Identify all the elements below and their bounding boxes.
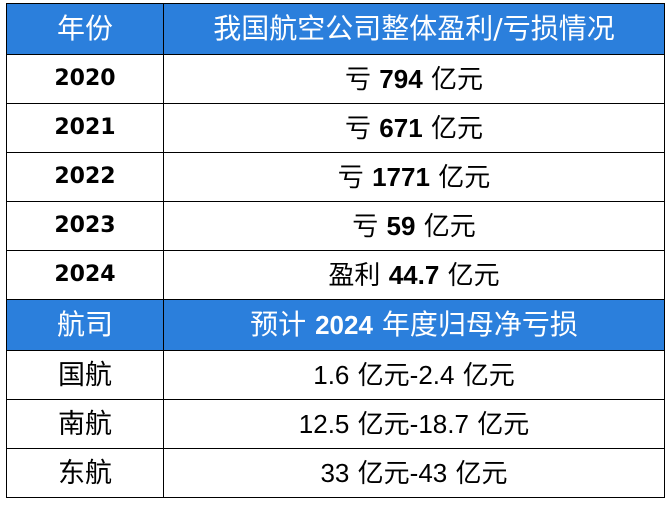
forecast-low: 1.6: [313, 359, 350, 390]
forecast-low: 33: [320, 457, 350, 488]
header-forecast-year: 2024: [315, 310, 373, 340]
forecast-unit-high: 亿元: [455, 458, 508, 489]
profit-loss-table-container: 年份 我国航空公司整体盈利/亏损情况 2020 亏 794 亿元 2021 亏 …: [6, 3, 665, 498]
forecast-high: -2.4: [409, 359, 455, 390]
forecast-high: -18.7: [409, 408, 469, 439]
table-row: 2024 盈利 44.7 亿元: [6, 250, 665, 300]
result-prefix: 亏: [345, 113, 372, 144]
result-cell: 盈利 44.7 亿元: [163, 250, 665, 300]
result-prefix: 亏: [352, 211, 379, 242]
result-unit: 亿元: [430, 113, 483, 144]
forecast-unit-high: 亿元: [477, 409, 530, 440]
result-amount: 671: [379, 112, 423, 143]
result-unit: 亿元: [423, 211, 476, 242]
table-row: 南航 12.5 亿元-18.7 亿元: [6, 399, 665, 449]
header-year: 年份: [6, 3, 164, 55]
year-cell: 2020: [6, 54, 164, 104]
year-cell: 2021: [6, 103, 164, 153]
header-row-airlines: 航司 预计 2024 年度归母净亏损: [6, 299, 665, 351]
profit-loss-table: 年份 我国航空公司整体盈利/亏损情况 2020 亏 794 亿元 2021 亏 …: [6, 3, 665, 498]
forecast-high: -43: [409, 457, 448, 488]
result-unit: 亿元: [447, 260, 500, 291]
year-cell: 2024: [6, 250, 164, 300]
forecast-cell: 33 亿元-43 亿元: [163, 448, 665, 498]
header-forecast-suffix: 年度归母净亏损: [381, 308, 578, 341]
result-cell: 亏 1771 亿元: [163, 152, 665, 202]
year-cell: 2023: [6, 201, 164, 251]
forecast-cell: 1.6 亿元-2.4 亿元: [163, 350, 665, 400]
airline-cell: 东航: [6, 448, 164, 498]
result-unit: 亿元: [438, 162, 491, 193]
result-amount: 59: [386, 210, 416, 241]
forecast-low: 12.5: [298, 408, 350, 439]
header-forecast-loss: 预计 2024 年度归母净亏损: [163, 299, 665, 351]
forecast-cell: 12.5 亿元-18.7 亿元: [163, 399, 665, 449]
result-cell: 亏 671 亿元: [163, 103, 665, 153]
table-row: 2022 亏 1771 亿元: [6, 152, 665, 202]
header-forecast-prefix: 预计: [250, 308, 307, 341]
result-unit: 亿元: [430, 64, 483, 95]
table-row: 2023 亏 59 亿元: [6, 201, 665, 251]
result-cell: 亏 59 亿元: [163, 201, 665, 251]
table-row: 东航 33 亿元-43 亿元: [6, 448, 665, 498]
header-row-years: 年份 我国航空公司整体盈利/亏损情况: [6, 3, 665, 55]
forecast-unit-low: 亿元: [357, 409, 410, 440]
table-row: 2021 亏 671 亿元: [6, 103, 665, 153]
forecast-unit-low: 亿元: [357, 360, 410, 391]
year-cell: 2022: [6, 152, 164, 202]
airline-cell: 南航: [6, 399, 164, 449]
forecast-unit-high: 亿元: [462, 360, 515, 391]
result-cell: 亏 794 亿元: [163, 54, 665, 104]
table-row: 国航 1.6 亿元-2.4 亿元: [6, 350, 665, 400]
table-row: 2020 亏 794 亿元: [6, 54, 665, 104]
result-amount: 44.7: [388, 259, 440, 290]
airline-cell: 国航: [6, 350, 164, 400]
forecast-unit-low: 亿元: [357, 458, 410, 489]
result-amount: 1771: [372, 161, 430, 192]
result-amount: 794: [379, 63, 423, 94]
result-prefix: 盈利: [328, 260, 381, 291]
header-airline: 航司: [6, 299, 164, 351]
result-prefix: 亏: [337, 162, 364, 193]
header-industry-profit: 我国航空公司整体盈利/亏损情况: [163, 3, 665, 55]
result-prefix: 亏: [345, 64, 372, 95]
